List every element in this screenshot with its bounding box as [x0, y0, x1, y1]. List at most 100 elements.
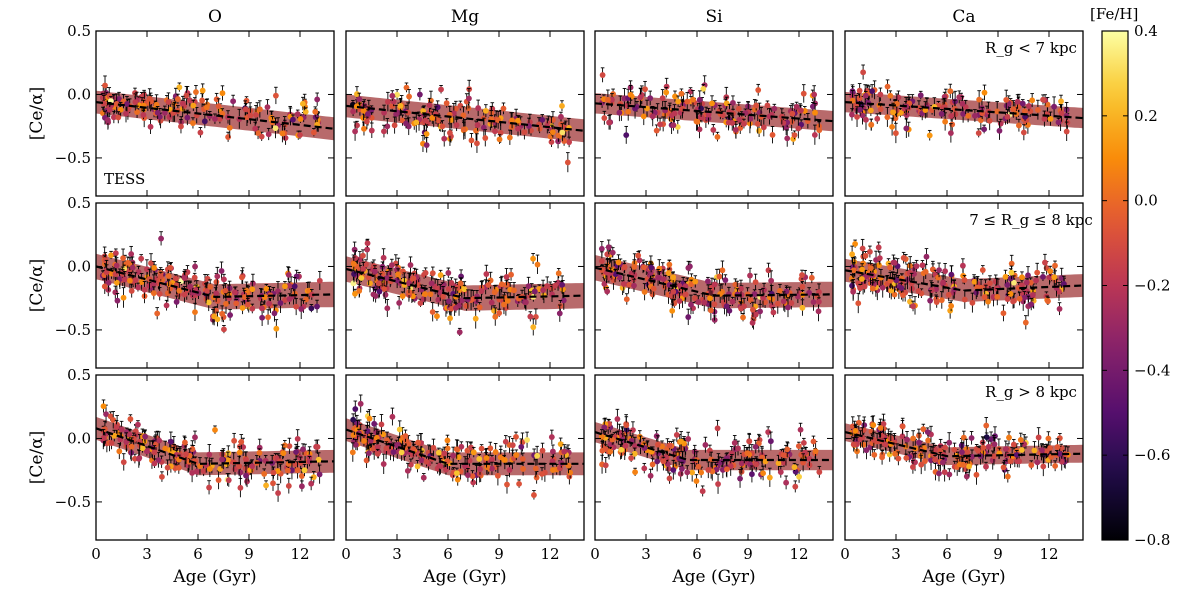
data-point: [205, 276, 211, 282]
data-point: [215, 316, 221, 322]
data-point: [192, 309, 198, 315]
data-point: [976, 130, 982, 136]
data-point: [430, 270, 436, 276]
column-title: Mg: [451, 7, 479, 27]
data-point: [717, 274, 723, 280]
data-point: [376, 280, 382, 286]
data-point: [114, 263, 120, 269]
data-point: [358, 275, 364, 281]
data-point: [712, 282, 718, 288]
data-point: [265, 314, 271, 320]
data-point: [474, 140, 480, 146]
data-point: [660, 95, 666, 101]
data-point: [308, 481, 314, 487]
data-point: [501, 106, 507, 112]
data-point: [1028, 301, 1034, 307]
data-point: [530, 324, 536, 330]
data-point: [936, 267, 942, 273]
data-point: [213, 291, 219, 297]
data-point: [530, 256, 536, 262]
data-point: [811, 299, 817, 305]
data-point: [430, 309, 436, 315]
column-title: Si: [705, 7, 723, 27]
data-point: [1010, 106, 1016, 112]
data-point: [1025, 272, 1031, 278]
data-point: [987, 118, 993, 124]
data-point: [1041, 116, 1047, 122]
data-point: [559, 103, 565, 109]
data-point: [417, 92, 423, 98]
column-title: Ca: [952, 7, 975, 27]
data-point: [396, 300, 402, 306]
data-point: [801, 91, 807, 97]
data-point: [199, 98, 205, 104]
data-point: [1029, 97, 1035, 103]
data-point: [155, 110, 161, 116]
data-point: [970, 300, 976, 306]
data-point: [1026, 103, 1032, 109]
data-point: [125, 260, 131, 266]
data-point: [421, 296, 427, 302]
panel-plot-area: [845, 65, 1083, 143]
data-point: [142, 434, 148, 440]
data-point: [666, 270, 672, 276]
data-point: [948, 272, 954, 278]
data-point: [237, 485, 243, 491]
data-point: [980, 267, 986, 273]
data-point: [372, 269, 378, 275]
data-point: [483, 271, 489, 277]
data-point: [139, 279, 145, 285]
data-point: [657, 121, 663, 127]
data-point: [158, 274, 164, 280]
data-point: [352, 247, 358, 253]
data-point: [271, 470, 277, 476]
data-point: [219, 311, 225, 317]
data-point: [152, 461, 158, 467]
data-point: [962, 297, 968, 303]
data-point: [356, 288, 362, 294]
data-point: [532, 288, 538, 294]
data-point: [129, 288, 135, 294]
data-point: [889, 124, 895, 130]
data-point: [475, 105, 481, 111]
data-point: [860, 69, 866, 75]
data-point: [214, 279, 220, 285]
panel-plot-area: [96, 232, 334, 338]
data-point: [381, 128, 387, 134]
data-point: [257, 450, 263, 456]
data-point: [527, 314, 533, 320]
data-point: [935, 275, 941, 281]
data-point: [243, 457, 249, 463]
data-point: [1064, 129, 1070, 135]
data-point: [295, 111, 301, 117]
data-point: [670, 274, 676, 280]
data-point: [1017, 296, 1023, 302]
data-point: [105, 117, 111, 123]
data-point: [558, 121, 564, 127]
panel-ca-row-2: 7 ≤ R_g ≤ 8 kpc: [845, 203, 1093, 368]
data-point: [252, 126, 258, 132]
data-point: [483, 108, 489, 114]
data-point: [423, 270, 429, 276]
x-tick-label: 6: [193, 545, 203, 563]
data-point: [190, 103, 196, 109]
data-point: [942, 119, 948, 125]
data-point: [650, 113, 656, 119]
data-point: [287, 296, 293, 302]
data-point: [642, 289, 648, 295]
data-point: [302, 467, 308, 473]
data-point: [780, 120, 786, 126]
data-point: [138, 256, 144, 262]
data-point: [960, 101, 966, 107]
data-point: [688, 302, 694, 308]
data-point: [857, 107, 863, 113]
data-point: [140, 445, 146, 451]
data-point: [351, 261, 357, 267]
data-point: [722, 277, 728, 283]
panel-ca-row-1: CaR_g < 7 kpc: [845, 7, 1083, 196]
data-point: [549, 139, 555, 145]
data-point: [795, 126, 801, 132]
data-point: [265, 104, 271, 110]
data-point: [761, 124, 767, 130]
data-point: [159, 474, 165, 480]
